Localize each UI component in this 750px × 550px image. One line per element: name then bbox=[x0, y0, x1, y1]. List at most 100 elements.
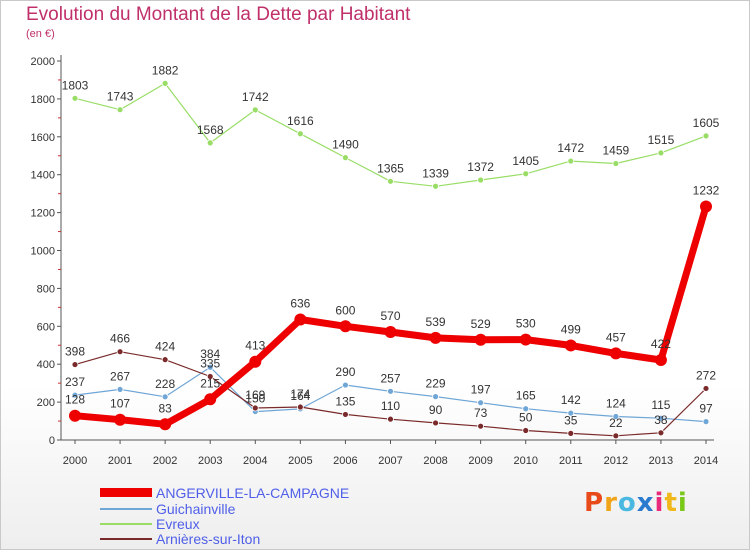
x-tick-label-2010: 2010 bbox=[513, 455, 537, 467]
data-point-evreux-2011 bbox=[567, 157, 575, 165]
data-point-guichainville-2002 bbox=[161, 393, 169, 401]
data-point-arni-res-sur-iton-2011 bbox=[567, 429, 575, 437]
data-point-angerville-la-campagne-2014 bbox=[700, 200, 712, 213]
data-point-evreux-2007 bbox=[387, 177, 394, 185]
chart-title: Evolution du Montant de la Dette par Hab… bbox=[26, 4, 411, 25]
data-point-evreux-2012 bbox=[612, 160, 620, 167]
x-tick-label-2003: 2003 bbox=[198, 455, 222, 467]
data-label-angerville-la-campagne-2005: 636 bbox=[290, 296, 310, 310]
data-label-evreux-2006: 1490 bbox=[332, 138, 359, 152]
data-label-arni-res-sur-iton-2003: 335 bbox=[200, 357, 220, 371]
data-label-angerville-la-campagne-2006: 600 bbox=[335, 303, 355, 317]
data-label-evreux-2014: 1605 bbox=[693, 116, 720, 130]
data-point-arni-res-sur-iton-2003 bbox=[206, 373, 214, 380]
data-label-angerville-la-campagne-2004: 413 bbox=[245, 339, 265, 353]
legend-item-guichainville: Guichainville bbox=[100, 500, 236, 517]
data-point-evreux-2010 bbox=[522, 170, 530, 178]
data-label-evreux-2009: 1372 bbox=[467, 160, 494, 174]
data-point-arni-res-sur-iton-2013 bbox=[657, 429, 665, 437]
data-point-angerville-la-campagne-2011 bbox=[564, 339, 577, 352]
data-point-angerville-la-campagne-2005 bbox=[294, 313, 307, 326]
data-label-guichainville-2000: 237 bbox=[65, 375, 85, 389]
data-point-evreux-2003 bbox=[206, 139, 214, 147]
data-point-angerville-la-campagne-2001 bbox=[114, 413, 127, 426]
data-label-evreux-2002: 1882 bbox=[152, 63, 179, 77]
data-point-arni-res-sur-iton-2001 bbox=[116, 348, 124, 356]
data-point-angerville-la-campagne-2004 bbox=[249, 355, 262, 368]
data-point-guichainville-2009 bbox=[477, 399, 485, 407]
y-tick-label-1400: 1400 bbox=[31, 170, 55, 182]
legend-swatch-arni-res-sur-iton bbox=[100, 537, 152, 540]
data-point-angerville-la-campagne-2002 bbox=[159, 418, 172, 431]
data-label-guichainville-2003: 384 bbox=[200, 347, 220, 361]
logo-letter: i bbox=[677, 488, 688, 518]
y-tick-label-1800: 1800 bbox=[31, 94, 55, 106]
y-tick-label-2000: 2000 bbox=[31, 56, 55, 68]
x-tick-label-2001: 2001 bbox=[108, 455, 132, 467]
data-label-angerville-la-campagne-2000: 128 bbox=[65, 393, 85, 407]
data-label-guichainville-2008: 229 bbox=[426, 377, 446, 391]
data-point-evreux-2008 bbox=[432, 182, 439, 190]
data-point-angerville-la-campagne-2007 bbox=[384, 325, 397, 338]
data-label-arni-res-sur-iton-2000: 398 bbox=[65, 345, 85, 359]
y-tick-label-1600: 1600 bbox=[31, 132, 55, 144]
x-tick-label-2009: 2009 bbox=[468, 455, 492, 467]
logo-letter: o bbox=[617, 488, 637, 518]
data-label-arni-res-sur-iton-2007: 110 bbox=[381, 399, 400, 413]
data-point-evreux-2000 bbox=[71, 94, 79, 102]
logo-letter: i bbox=[654, 488, 665, 518]
legend-item-angerville-la-campagne: ANGERVILLE-LA-CAMPAGNE bbox=[100, 485, 349, 501]
data-point-guichainville-2013 bbox=[657, 414, 665, 422]
data-point-guichainville-2014 bbox=[702, 418, 710, 426]
data-label-arni-res-sur-iton-2012: 22 bbox=[609, 416, 623, 430]
data-label-arni-res-sur-iton-2006: 135 bbox=[335, 394, 355, 408]
data-label-evreux-2007: 1365 bbox=[377, 161, 404, 175]
data-label-guichainville-2002: 228 bbox=[155, 377, 175, 391]
data-point-guichainville-2003 bbox=[206, 363, 214, 371]
data-point-guichainville-2011 bbox=[567, 409, 575, 417]
x-tick-label-2011: 2011 bbox=[559, 455, 583, 467]
data-label-guichainville-2014: 97 bbox=[699, 402, 713, 416]
data-point-arni-res-sur-iton-2002 bbox=[161, 356, 169, 364]
proxiti-logo: Proxiti bbox=[584, 488, 688, 518]
x-tick-label-2000: 2000 bbox=[63, 455, 87, 467]
data-point-arni-res-sur-iton-2012 bbox=[612, 432, 620, 440]
data-point-guichainville-2006 bbox=[342, 381, 349, 389]
x-tick-label-2014: 2014 bbox=[694, 455, 718, 467]
data-point-angerville-la-campagne-2010 bbox=[519, 333, 532, 346]
data-label-guichainville-2012: 124 bbox=[606, 397, 626, 411]
data-point-evreux-2002 bbox=[161, 79, 169, 87]
data-label-arni-res-sur-iton-2010: 50 bbox=[519, 411, 533, 425]
x-tick-label-2004: 2004 bbox=[243, 455, 267, 467]
y-tick-label-1200: 1200 bbox=[31, 208, 55, 220]
data-point-angerville-la-campagne-2013 bbox=[654, 354, 667, 367]
data-label-arni-res-sur-iton-2013: 38 bbox=[654, 413, 668, 427]
data-point-guichainville-2001 bbox=[116, 386, 124, 393]
data-label-angerville-la-campagne-2010: 530 bbox=[516, 317, 536, 331]
data-point-guichainville-2010 bbox=[522, 405, 530, 413]
data-label-angerville-la-campagne-2013: 422 bbox=[651, 337, 671, 351]
data-label-evreux-2011: 1472 bbox=[557, 141, 584, 155]
data-label-angerville-la-campagne-2007: 570 bbox=[380, 309, 400, 323]
legend-label-guichainville: Guichainville bbox=[156, 500, 236, 517]
data-point-evreux-2001 bbox=[116, 106, 124, 114]
legend-swatch-evreux bbox=[100, 522, 152, 525]
data-label-arni-res-sur-iton-2004: 169 bbox=[245, 388, 265, 402]
data-label-angerville-la-campagne-2008: 539 bbox=[426, 315, 446, 329]
data-point-arni-res-sur-iton-2005 bbox=[296, 403, 304, 411]
data-point-angerville-la-campagne-2012 bbox=[609, 347, 622, 360]
data-label-evreux-2013: 1515 bbox=[648, 133, 675, 147]
data-point-evreux-2005 bbox=[296, 130, 304, 138]
logo-letter: P bbox=[584, 488, 605, 518]
data-label-angerville-la-campagne-2012: 457 bbox=[606, 330, 626, 344]
data-point-evreux-2009 bbox=[477, 176, 485, 184]
legend-label-arni-res-sur-iton: Arnières-sur-Iton bbox=[156, 530, 261, 547]
data-point-evreux-2006 bbox=[342, 154, 349, 162]
data-label-guichainville-2010: 165 bbox=[516, 389, 536, 403]
data-label-arni-res-sur-iton-2009: 73 bbox=[474, 406, 488, 420]
data-label-evreux-2012: 1459 bbox=[603, 144, 630, 158]
data-point-evreux-2014 bbox=[702, 132, 710, 140]
data-point-guichainville-2012 bbox=[612, 413, 620, 420]
data-label-angerville-la-campagne-2009: 529 bbox=[471, 317, 491, 331]
